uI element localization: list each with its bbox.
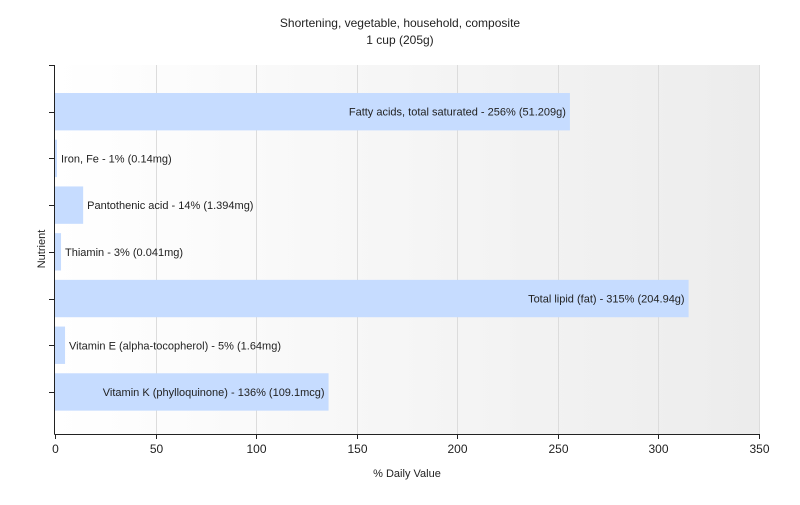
x-tick-label: 100: [246, 442, 266, 456]
x-tick-label: 200: [447, 442, 467, 456]
bar-label: Fatty acids, total saturated - 256% (51.…: [349, 107, 566, 119]
bar: [55, 233, 62, 271]
bar: [55, 326, 66, 364]
axes: 0 50 100 150 200 250 300 350: [49, 65, 770, 456]
x-tick-label: 150: [347, 442, 367, 456]
bar: [55, 186, 84, 224]
x-tick-label: 250: [548, 442, 568, 456]
x-tick-label: 0: [52, 442, 59, 456]
bar: [55, 373, 329, 411]
bar-labels: Fatty acids, total saturated - 256% (51.…: [61, 107, 685, 399]
bar: [55, 279, 689, 318]
chart-title: Shortening, vegetable, household, compos…: [280, 16, 520, 30]
bars: [55, 93, 689, 411]
bar-label: Total lipid (fat) - 315% (204.94g): [528, 294, 685, 306]
bar-label: Pantothenic acid - 14% (1.394mg): [87, 200, 253, 212]
bar-label: Thiamin - 3% (0.041mg): [65, 247, 183, 259]
x-tick-label: 350: [749, 442, 769, 456]
x-axis-title: % Daily Value: [373, 468, 441, 480]
y-axis-title: Nutrient: [36, 230, 48, 269]
bar: [55, 139, 58, 178]
x-tick-label: 300: [648, 442, 668, 456]
bar-label: Iron, Fe - 1% (0.14mg): [61, 153, 172, 165]
bar: [55, 93, 570, 131]
bar-label: Vitamin E (alpha-tocopherol) - 5% (1.64m…: [69, 340, 281, 352]
chart-subtitle: 1 cup (205g): [366, 33, 433, 47]
x-tick-label: 50: [150, 442, 164, 456]
bar-label: Vitamin K (phylloquinone) - 136% (109.1m…: [103, 387, 325, 399]
